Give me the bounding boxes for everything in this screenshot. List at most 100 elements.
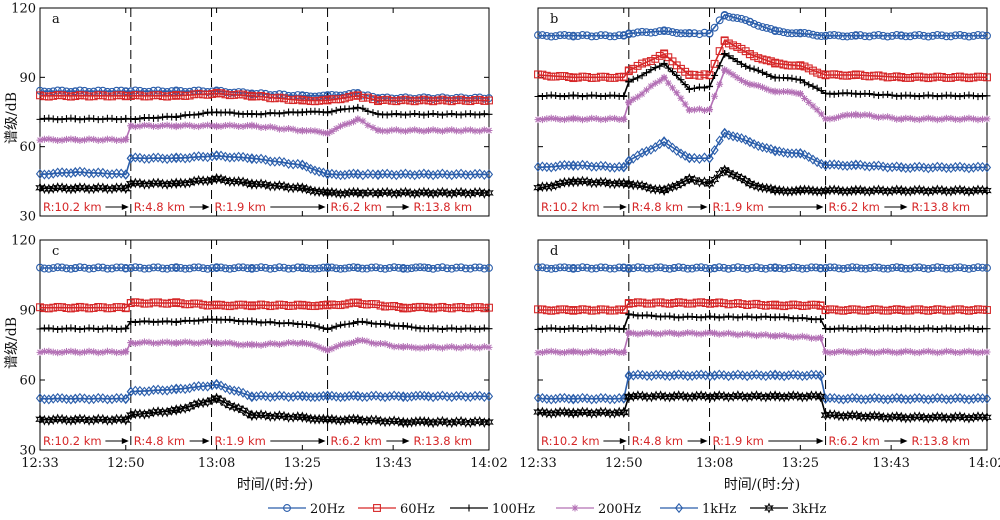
marker-square xyxy=(883,73,892,82)
marker-circle xyxy=(843,264,852,272)
marker-plus xyxy=(159,113,167,121)
marker-circle xyxy=(583,263,592,272)
marker-square xyxy=(860,71,869,80)
marker-circle xyxy=(75,86,84,95)
data-point xyxy=(986,189,988,192)
marker-asterisk xyxy=(615,349,623,357)
marker-diamond xyxy=(340,169,349,181)
marker-square xyxy=(933,72,942,81)
marker-circle xyxy=(121,264,130,273)
marker-circle xyxy=(362,264,371,273)
marker-circle xyxy=(679,263,688,272)
marker-circle xyxy=(154,263,163,272)
data-point xyxy=(215,125,218,127)
marker-circle xyxy=(745,17,754,26)
marker-circle xyxy=(919,264,928,273)
marker-square xyxy=(834,70,843,79)
marker-asterisk xyxy=(651,79,659,87)
marker-hexagram xyxy=(820,185,831,197)
marker-diamond xyxy=(310,392,320,403)
marker-plus xyxy=(835,90,843,98)
marker-asterisk xyxy=(108,135,116,143)
marker-square xyxy=(610,73,619,82)
marker-circle xyxy=(638,27,647,36)
marker-circle xyxy=(411,263,420,272)
marker-circle xyxy=(642,28,651,37)
marker-diamond xyxy=(690,152,699,164)
marker-square xyxy=(66,92,75,101)
marker-circle xyxy=(676,29,685,38)
data-point xyxy=(713,302,716,304)
data-point xyxy=(251,395,253,398)
marker-circle xyxy=(44,264,53,273)
data-point xyxy=(572,351,575,353)
marker-plus xyxy=(145,317,153,325)
marker-diamond xyxy=(821,160,830,171)
marker-square xyxy=(564,73,573,82)
marker-plus xyxy=(856,90,864,98)
data-point xyxy=(39,187,41,190)
marker-square xyxy=(135,91,144,100)
marker-plus xyxy=(465,504,473,512)
marker-square xyxy=(942,73,951,82)
marker-square xyxy=(176,299,185,308)
marker-asterisk xyxy=(131,123,139,131)
marker-square xyxy=(433,96,442,105)
data-point xyxy=(427,421,430,423)
data-point xyxy=(622,182,625,185)
marker-asterisk xyxy=(315,343,323,351)
marker-square xyxy=(969,73,978,82)
data-point xyxy=(628,374,630,377)
marker-circle xyxy=(53,86,62,95)
data-point xyxy=(326,192,329,194)
marker-circle xyxy=(969,264,978,273)
marker-circle xyxy=(49,264,58,272)
marker-plus xyxy=(929,92,937,100)
marker-plus xyxy=(969,92,977,100)
series-100Hz xyxy=(36,315,493,333)
marker-asterisk xyxy=(319,129,327,137)
marker-circle xyxy=(647,264,656,273)
marker-plus xyxy=(359,104,367,112)
range-arrowhead xyxy=(318,204,326,210)
marker-square xyxy=(257,91,266,100)
data-point xyxy=(488,113,490,116)
marker-circle xyxy=(812,263,820,272)
marker-square xyxy=(336,95,345,104)
marker-hexagram xyxy=(709,173,720,185)
marker-hexagram xyxy=(409,188,420,200)
series-200Hz xyxy=(36,115,493,145)
series-1kHz xyxy=(35,150,494,181)
marker-circle xyxy=(783,29,792,37)
marker-square xyxy=(861,306,870,315)
marker-diamond xyxy=(897,393,906,404)
marker-square xyxy=(560,305,569,314)
data-point xyxy=(377,99,379,102)
data-point xyxy=(488,395,490,398)
marker-diamond xyxy=(601,161,610,172)
marker-diamond xyxy=(475,390,484,401)
marker-circle xyxy=(293,263,302,272)
data-point xyxy=(855,164,857,166)
marker-square xyxy=(901,74,910,82)
marker-square xyxy=(974,305,982,314)
marker-square xyxy=(633,298,642,307)
marker-asterisk xyxy=(252,341,260,349)
marker-diamond xyxy=(843,393,852,404)
marker-square xyxy=(340,94,349,103)
marker-hexagram xyxy=(288,411,298,423)
marker-circle xyxy=(897,31,906,40)
marker-diamond xyxy=(737,133,746,144)
marker-hexagram xyxy=(619,406,629,418)
marker-diamond xyxy=(362,391,372,403)
marker-circle xyxy=(172,86,181,95)
marker-hexagram xyxy=(70,414,81,426)
marker-hexagram xyxy=(456,415,466,427)
marker-plus xyxy=(734,314,742,322)
marker-asterisk xyxy=(480,343,488,351)
marker-square xyxy=(619,72,628,81)
marker-plus xyxy=(634,74,642,82)
marker-square xyxy=(710,299,719,308)
data-point xyxy=(124,138,127,141)
marker-asterisk xyxy=(438,344,446,352)
